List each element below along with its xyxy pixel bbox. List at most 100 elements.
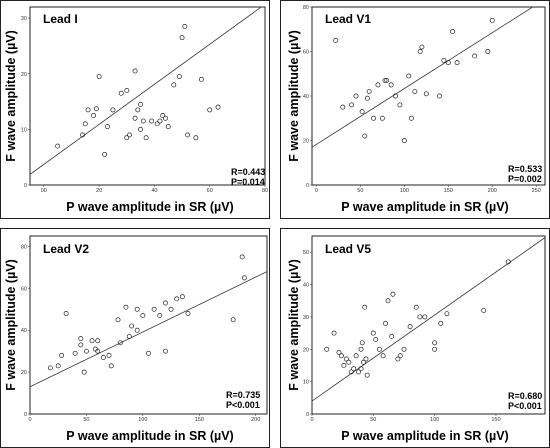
regression-line (312, 7, 534, 148)
data-point (185, 311, 191, 316)
data-point (390, 291, 396, 297)
y-tick-label: 0 (306, 412, 309, 418)
data-point (83, 348, 89, 354)
tick-labels: 0 50 100 150 200 250 0 20 40 60 80 (303, 5, 541, 194)
data-point (362, 304, 368, 310)
y-tick-label: 40 (303, 283, 309, 289)
data-point (215, 104, 221, 110)
data-point (198, 76, 204, 82)
y-tick-label: 20 (21, 72, 27, 78)
x-tick-label: 200 (488, 188, 497, 194)
data-point (163, 115, 168, 121)
x-tick-label: 150 (491, 417, 500, 423)
panel-title: Lead V1 (325, 12, 371, 26)
data-point (383, 320, 389, 326)
x-axis-label: P wave amplitude in SR (µV) (66, 429, 233, 443)
data-point (423, 91, 429, 97)
data-point (124, 87, 130, 93)
data-point (78, 336, 84, 342)
plot-area-frame (29, 6, 266, 186)
data-point (389, 333, 395, 339)
data-point (154, 121, 160, 127)
data-point (138, 101, 144, 107)
p-value-label: P<0.001 (226, 400, 260, 410)
data-point (437, 93, 442, 99)
panel-title: Lead I (43, 12, 78, 26)
data-point (341, 363, 347, 368)
x-axis-label: P wave amplitude in SR (µV) (66, 200, 233, 214)
r-value-label: R=0.443 (231, 167, 265, 177)
data-point (143, 135, 149, 141)
data-point (110, 107, 116, 113)
y-tick-label: 10 (21, 127, 27, 133)
x-tick-label: 20 (96, 188, 102, 194)
data-point (419, 44, 425, 50)
y-axis-label: F wave amplitude (µV) (287, 259, 301, 391)
data-point (140, 118, 146, 124)
data-point (489, 17, 495, 23)
data-point (106, 352, 112, 358)
data-point (422, 314, 428, 320)
data-point (239, 254, 245, 260)
y-tick-label: 60 (303, 50, 309, 56)
data-point (375, 82, 381, 88)
y-axis-label: F wave amplitude (µV) (287, 30, 301, 162)
p-value-label: P<0.001 (508, 401, 542, 411)
plot-area-frame (311, 235, 546, 415)
data-point (407, 324, 413, 330)
data-point (100, 355, 106, 360)
data-point (160, 113, 166, 118)
data-point (370, 330, 376, 336)
tick-labels: 0 50 100 150 0 10 20 30 40 50 (303, 250, 501, 423)
plot-area-frame (311, 6, 546, 186)
data-point (380, 353, 386, 359)
data-point (146, 350, 151, 356)
data-point (82, 121, 88, 127)
data-point (123, 304, 129, 310)
panel-lead-v1: Lead V1 F wave amplitude (µV) P wave amp… (280, 0, 550, 219)
y-tick-label: 40 (303, 94, 309, 100)
data-point (89, 338, 95, 344)
data-point (417, 49, 423, 54)
data-point (364, 95, 370, 101)
data-point (454, 60, 460, 66)
y-tick-label: 0 (24, 183, 27, 189)
data-point (432, 346, 438, 352)
x-tick-label: 250 (532, 188, 541, 194)
data-point (441, 57, 447, 63)
data-point (134, 306, 140, 312)
y-axis-label: F wave amplitude (µV) (4, 259, 18, 391)
data-point (72, 350, 78, 356)
data-point (351, 366, 357, 372)
data-point (162, 348, 168, 354)
data-point (379, 115, 385, 121)
y-tick-label: 10 (303, 380, 309, 386)
x-tick-label: 200 (251, 417, 260, 423)
data-point (179, 294, 185, 300)
data-point (485, 49, 491, 54)
x-axis-label: P wave amplitude in SR (µV) (341, 200, 508, 214)
data-point (349, 102, 355, 108)
data-point (406, 73, 412, 79)
data-point (481, 307, 487, 313)
data-point (135, 107, 141, 113)
y-tick-label: 60 (21, 286, 27, 292)
data-point (108, 363, 114, 369)
data-point (371, 115, 376, 121)
x-tick-label: 100 (400, 188, 409, 194)
data-point (324, 346, 330, 352)
panel-lead-v5: Lead V5 F wave amplitude (µV) P wave amp… (280, 228, 550, 448)
data-point (129, 323, 135, 329)
y-tick-label: 30 (21, 16, 27, 22)
data-point (85, 107, 91, 113)
data-point (174, 296, 180, 302)
y-tick-label: 40 (21, 328, 27, 334)
x-tick-label: 80 (262, 188, 268, 194)
y-tick-label: 0 (306, 183, 309, 189)
data-point (336, 350, 342, 355)
x-tick-label: 0 (315, 188, 318, 194)
data-point (157, 313, 163, 319)
data-point (132, 68, 138, 74)
p-value-label: P=0.002 (508, 174, 542, 184)
